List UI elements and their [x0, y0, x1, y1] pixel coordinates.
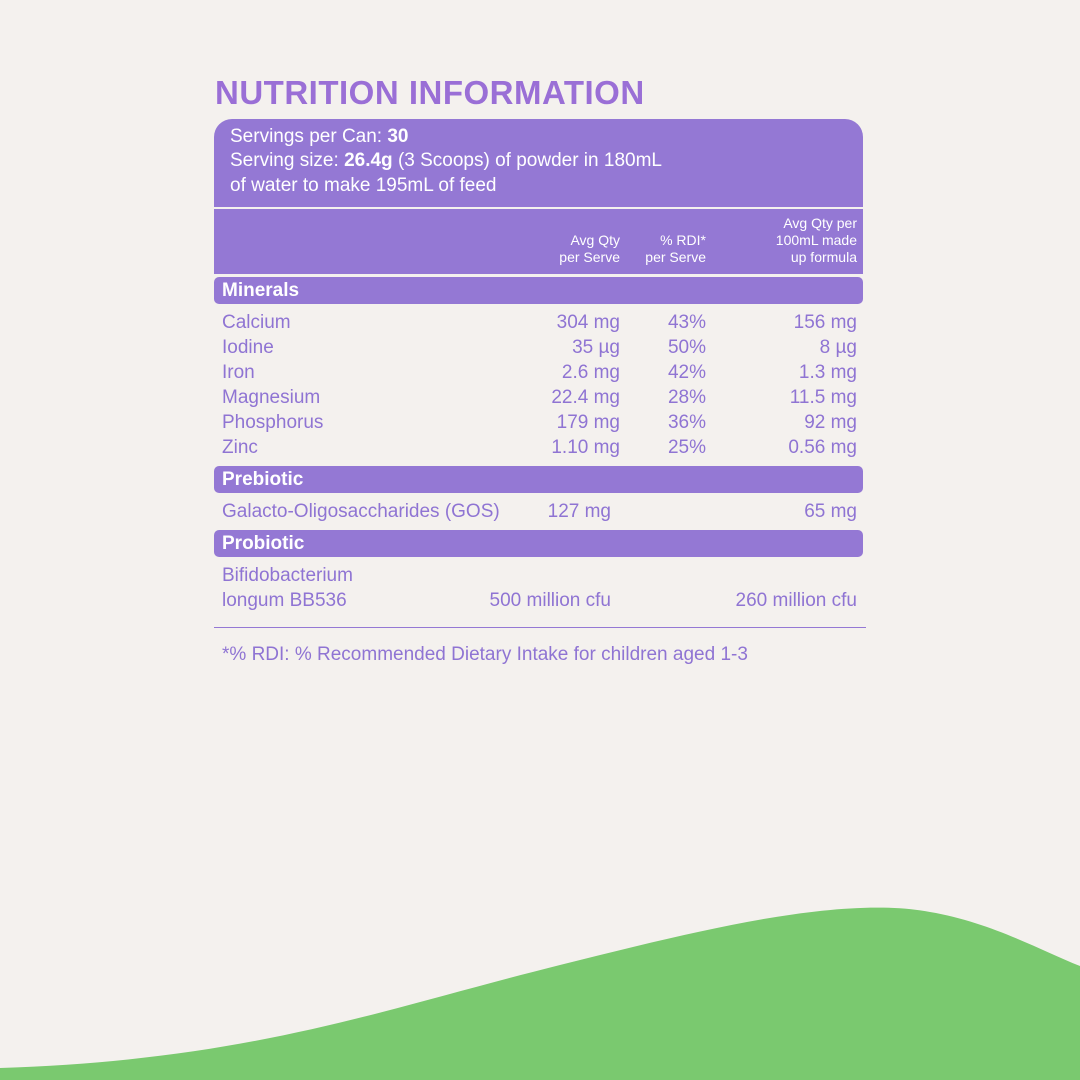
column-header: 100mL made	[775, 232, 857, 248]
rdi: 36%	[667, 411, 706, 433]
section-header: Probiotic	[214, 530, 863, 557]
rdi: 42%	[667, 361, 706, 383]
rdi: 50%	[667, 336, 706, 358]
nutrient-name: longum BB536	[222, 589, 347, 611]
per-serve: 179 mg	[556, 411, 620, 433]
per-100ml: 0.56 mg	[788, 436, 857, 458]
nutrient-name: Calcium	[222, 311, 291, 333]
per-serve: 22.4 mg	[551, 386, 620, 408]
per-100ml: 92 mg	[804, 411, 857, 433]
section-header: Minerals	[214, 277, 863, 304]
column-header: per Serve	[645, 249, 706, 265]
per-100ml: 260 million cfu	[735, 589, 857, 611]
nutrient-name: Galacto-Oligosaccharides (GOS)	[222, 500, 500, 522]
per-100ml: 156 mg	[793, 311, 857, 333]
per-100ml: 65 mg	[804, 500, 857, 522]
footnote: *% RDI: % Recommended Dietary Intake for…	[222, 644, 748, 665]
per-100ml: 11.5 mg	[789, 386, 857, 408]
section-header: Prebiotic	[214, 466, 863, 493]
header-box	[214, 119, 863, 274]
serving-size-label: Serving size:	[230, 150, 339, 171]
divider	[214, 207, 863, 209]
title: NUTRITION INFORMATION	[215, 74, 645, 111]
nutrient-name: Phosphorus	[222, 411, 324, 433]
per-serve: 500 million cfu	[489, 589, 611, 611]
column-header: per Serve	[559, 249, 620, 265]
servings-label: Servings per Can:	[230, 126, 383, 147]
serving-size: Serving size: 26.4g (3 Scoops) of powder…	[230, 150, 662, 172]
nutrient-name: Iodine	[222, 336, 274, 358]
column-header: Avg Qty per	[783, 215, 857, 231]
nutrient-name: Zinc	[222, 436, 258, 458]
per-100ml: 8 µg	[819, 336, 857, 358]
per-serve: 127 mg	[547, 500, 611, 522]
per-serve: 35 µg	[572, 336, 620, 358]
rdi: 43%	[667, 311, 706, 333]
serving-size-text: of water to make 195mL of feed	[230, 175, 497, 196]
serving-size-text: (3 Scoops) of powder in 180mL	[397, 150, 662, 171]
per-100ml: 1.3 mg	[798, 361, 857, 383]
per-serve: 304 mg	[556, 311, 620, 333]
rule	[214, 627, 866, 628]
servings: Servings per Can: 30	[230, 126, 409, 148]
per-serve: 1.10 mg	[551, 436, 620, 458]
column-header: Avg Qty	[570, 232, 620, 248]
column-header: up formula	[790, 249, 857, 265]
nutrient-name: Magnesium	[222, 386, 321, 408]
nutrient-name: Iron	[222, 361, 255, 383]
rdi: 28%	[667, 386, 706, 408]
rdi: 25%	[667, 436, 706, 458]
servings-value: 30	[387, 126, 409, 147]
nutrient-name: Bifidobacterium	[222, 564, 353, 586]
column-header: % RDI*	[660, 232, 706, 248]
per-serve: 2.6 mg	[561, 361, 620, 383]
serving-size-amount: 26.4g	[344, 150, 393, 171]
